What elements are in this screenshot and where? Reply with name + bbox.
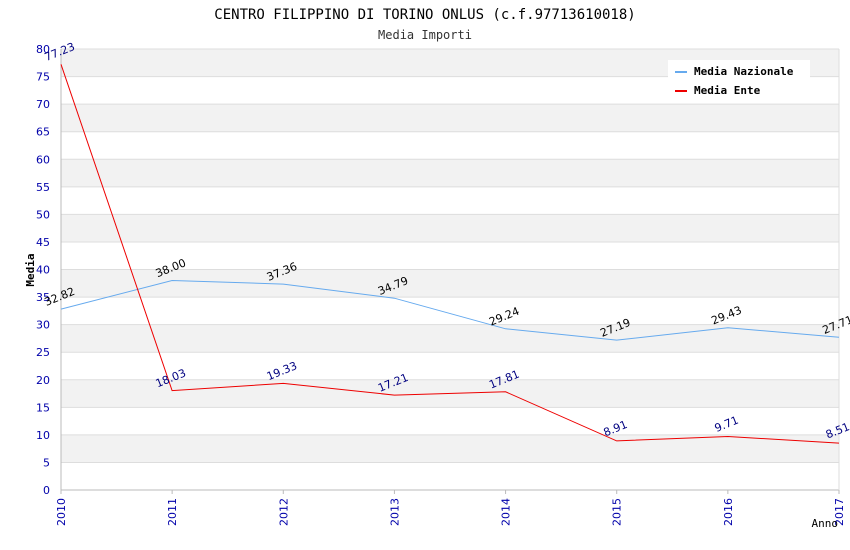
axes: 0 5 10 15 20 25 30 35 40 45 50 55 60 65 70 75 80 2010 2011…: [36, 43, 846, 526]
grid-band: [61, 159, 839, 187]
y-tick-label: 25: [36, 346, 50, 359]
y-tick-label: 65: [36, 126, 50, 139]
x-tick-label: 2015: [611, 498, 624, 526]
legend-box: [668, 60, 810, 102]
grid-band: [61, 324, 839, 353]
y-tick-label: 80: [36, 43, 50, 56]
gridlines: [61, 48, 839, 491]
grid-band: [61, 434, 839, 463]
y-tick-label: 55: [36, 181, 50, 194]
data-label: 32.82: [43, 285, 77, 309]
x-tick-label: 2014: [500, 498, 513, 526]
y-tick-label: 50: [36, 208, 50, 221]
y-axis-title: Media: [24, 253, 37, 286]
x-tick-label: 2016: [722, 498, 735, 526]
grid-band: [61, 214, 839, 242]
x-tick-label: 2010: [55, 498, 68, 526]
y-tick-label: 45: [36, 236, 50, 249]
y-tick-label: 10: [36, 429, 50, 442]
series-lines: [60, 64, 840, 444]
chart-title: CENTRO FILIPPINO DI TORINO ONLUS (c.f.97…: [214, 7, 635, 23]
chart-subtitle: Media Importi: [378, 28, 472, 42]
x-tick-label: 2013: [388, 498, 401, 526]
plot-background-bands: [61, 49, 839, 463]
y-tick-label: 40: [36, 264, 50, 277]
y-tick-label: 20: [36, 374, 50, 387]
legend-label-ente: Media Ente: [694, 84, 761, 97]
x-tick-label: 2017: [833, 498, 846, 526]
series-line-ente: [60, 64, 840, 444]
y-tick-label: 5: [43, 456, 50, 469]
series-line-nazionale: [60, 279, 840, 341]
data-label: 29.43: [710, 304, 744, 328]
x-axis-title: Anno: [812, 517, 839, 530]
x-tick-label: 2011: [166, 498, 179, 526]
y-tick-label: 15: [36, 401, 50, 414]
x-tick-label: 2012: [277, 498, 290, 526]
grid-band: [61, 104, 839, 132]
legend: Media Nazionale Media Ente: [668, 60, 810, 102]
grid-band: [61, 269, 839, 298]
y-tick-label: 0: [43, 484, 50, 497]
y-tick-label: 30: [36, 319, 50, 332]
y-tick-label: 75: [36, 71, 50, 84]
legend-label-nazionale: Media Nazionale: [694, 65, 794, 78]
y-tick-label: 60: [36, 153, 50, 166]
data-label: 9.71: [713, 414, 741, 435]
y-tick-label: 70: [36, 98, 50, 111]
y-tick-label: 35: [36, 291, 50, 304]
